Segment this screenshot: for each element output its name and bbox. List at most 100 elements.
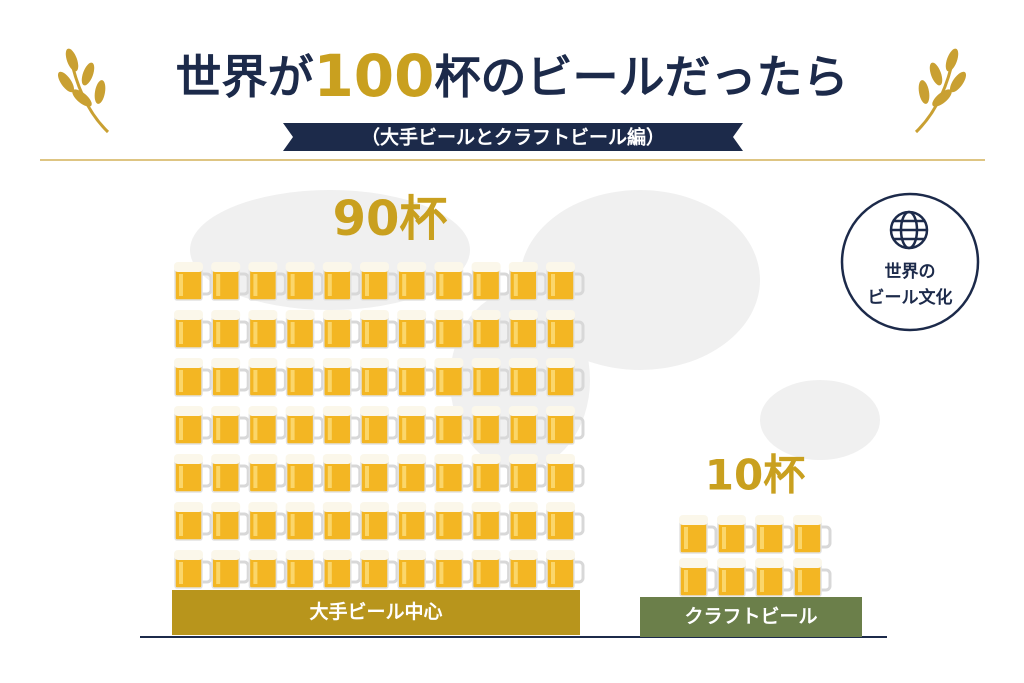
mug-foam (248, 502, 278, 512)
mug-foam (397, 406, 427, 416)
mug-shine (216, 418, 221, 440)
mug-handle (312, 272, 325, 296)
mug-shine (476, 274, 481, 296)
mug-foam (211, 550, 241, 560)
mug-shine (513, 370, 518, 392)
mug-foam (174, 502, 203, 512)
mug-shine (722, 570, 726, 592)
mug-shine (365, 418, 369, 440)
mug-shine (216, 322, 221, 344)
mug-foam (174, 310, 203, 320)
mug-foam (360, 406, 389, 416)
mug-handle (498, 416, 511, 440)
mug-handle (312, 368, 325, 392)
mug-shine (290, 514, 295, 536)
mug-handle (387, 512, 399, 536)
mug-shine (760, 570, 764, 592)
mug-shine (290, 274, 295, 296)
mug-foam (248, 550, 278, 560)
mug-foam (397, 454, 427, 464)
wheat-left (57, 48, 110, 134)
badge-text: ビール文化 (868, 287, 953, 308)
mug-foam (248, 406, 278, 416)
mug-shine (439, 274, 444, 296)
mug-handle (275, 416, 287, 440)
mug-shine (476, 466, 481, 488)
mug-handle (498, 464, 511, 488)
mug-foam (546, 406, 575, 416)
mug-foam (397, 310, 427, 320)
mug-handle (424, 560, 436, 584)
mug-handle (498, 272, 511, 296)
mug-handle (535, 464, 548, 488)
mug-shine (722, 527, 726, 549)
mug-handle (535, 512, 548, 536)
mug-handle (201, 416, 213, 440)
mug-shine (439, 370, 444, 392)
mug-handle (706, 568, 718, 592)
mug-handle (461, 512, 473, 536)
mug-shine (551, 418, 555, 440)
mug-shine (551, 514, 555, 536)
mug-handle (349, 512, 362, 536)
subtitle-ribbon (283, 123, 743, 151)
mug-foam (471, 550, 501, 560)
mug-foam (434, 550, 464, 560)
mug-shine (513, 466, 518, 488)
mug-handle (349, 464, 362, 488)
mug-foam (285, 502, 315, 512)
mug-foam (508, 310, 538, 320)
mug-shine (402, 418, 407, 440)
mug-handle (201, 368, 213, 392)
mug-shine (216, 514, 221, 536)
mug-foam (360, 454, 389, 464)
mug-handle (573, 416, 585, 440)
mug-shine (684, 527, 688, 549)
mug-foam (508, 454, 538, 464)
mug-handle (312, 416, 325, 440)
mug-foam (434, 502, 464, 512)
mug-shine (476, 322, 481, 344)
mug-handle (424, 416, 436, 440)
mug-shine (253, 274, 258, 296)
mug-shine (327, 514, 332, 536)
mug-shine (253, 514, 258, 536)
mug-handle (424, 512, 436, 536)
mug-foam (397, 358, 427, 368)
mug-handle (535, 272, 548, 296)
mug-foam (471, 358, 501, 368)
mug-handle (201, 320, 213, 344)
mug-shine (551, 274, 555, 296)
mug-shine (327, 274, 332, 296)
mug-foam (755, 515, 784, 525)
mug-foam (360, 502, 389, 512)
mug-handle (387, 272, 399, 296)
mug-shine (179, 322, 183, 344)
mug-foam (211, 502, 241, 512)
mug-shine (179, 562, 183, 584)
mug-foam (285, 262, 315, 272)
mug-shine (551, 466, 555, 488)
mug-handle (312, 512, 325, 536)
mug-handle (275, 320, 287, 344)
mug-handle (782, 525, 794, 549)
mug-foam (793, 558, 822, 568)
mug-shine (439, 418, 444, 440)
mug-shine (476, 562, 481, 584)
mug-shine (402, 514, 407, 536)
mug-foam (211, 358, 241, 368)
mug-handle (238, 416, 250, 440)
mug-handle (461, 368, 473, 392)
mug-foam (471, 406, 501, 416)
mug-shine (439, 562, 444, 584)
mug-handle (535, 560, 548, 584)
mug-foam (471, 454, 501, 464)
mug-foam (285, 358, 315, 368)
mug-shine (402, 562, 407, 584)
mug-shine (402, 370, 407, 392)
mug-shine (179, 418, 183, 440)
mug-handle (238, 560, 250, 584)
mug-foam (546, 358, 575, 368)
mug-foam (434, 262, 464, 272)
